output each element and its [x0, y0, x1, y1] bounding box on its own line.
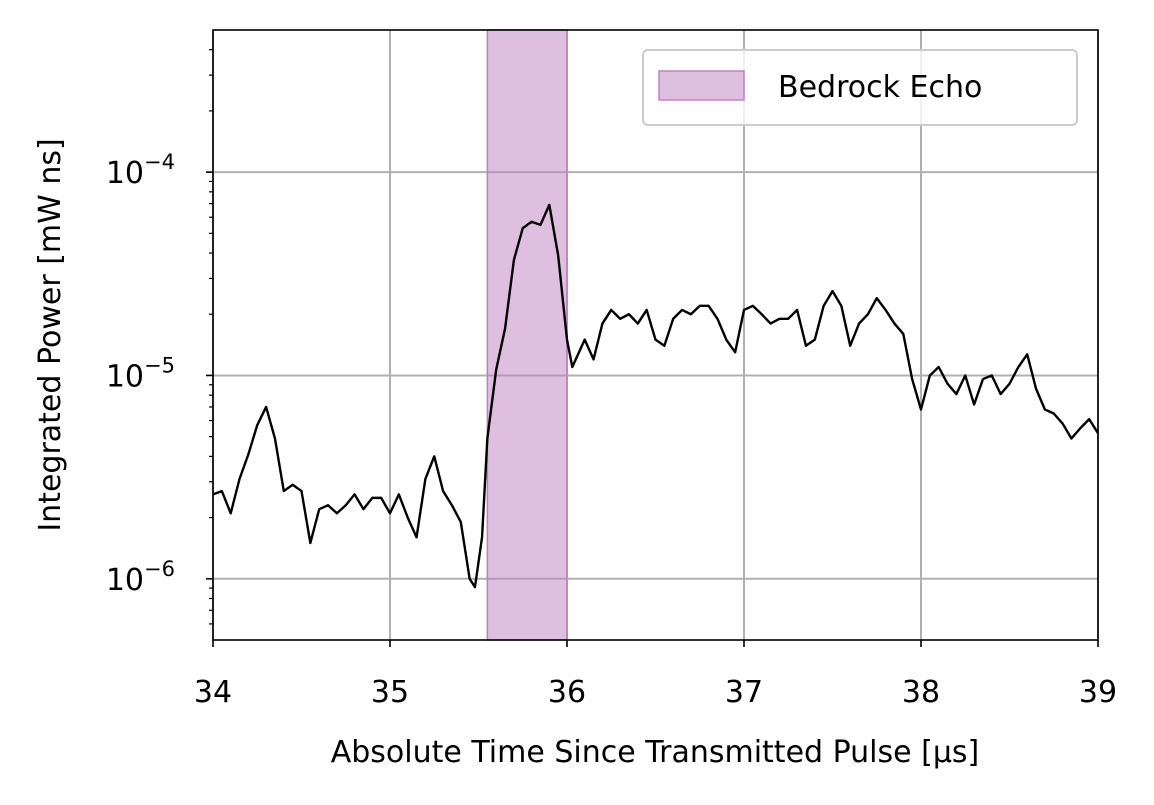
- legend-swatch: [658, 70, 745, 101]
- plot-frame: [212, 29, 1099, 641]
- data-line: [212, 203, 1100, 589]
- x-axis-label: Absolute Time Since Transmitted Pulse [μ…: [331, 735, 980, 770]
- x-tick-label: 35: [371, 675, 409, 710]
- y-tick-label: 10−5: [106, 353, 175, 394]
- legend-box: [642, 49, 1078, 126]
- x-tick-label: 34: [194, 675, 232, 710]
- y-axis-label: Integrated Power [mW ns]: [33, 138, 68, 531]
- x-tick-label: 36: [548, 675, 586, 710]
- legend-label: Bedrock Echo: [778, 70, 982, 105]
- x-tick-label: 39: [1079, 675, 1117, 710]
- span: [486, 29, 568, 641]
- x-tick-label: 37: [725, 675, 763, 710]
- y-tick-label: 10−6: [106, 557, 175, 598]
- x-tick-label: 38: [902, 675, 940, 710]
- y-tick-label: 10−4: [106, 150, 175, 191]
